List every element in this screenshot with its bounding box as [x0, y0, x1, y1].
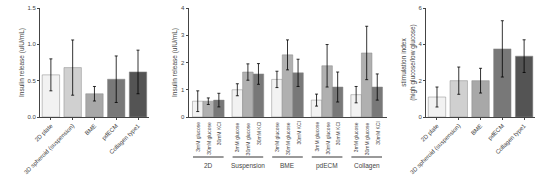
svg-text:1.5: 1.5 [27, 5, 36, 11]
svg-text:Insulin release (uIU/mL): Insulin release (uIU/mL) [171, 28, 179, 97]
svg-text:4: 4 [181, 5, 185, 11]
svg-text:pdECM: pdECM [487, 123, 505, 141]
svg-text:Suspension: Suspension [231, 162, 265, 170]
svg-text:pdECM: pdECM [101, 123, 119, 141]
svg-text:30mM KCl: 30mM KCl [335, 122, 341, 145]
svg-text:3mM glucose: 3mM glucose [314, 122, 320, 152]
svg-text:30mM KCl: 30mM KCl [296, 121, 302, 144]
svg-text:0: 0 [181, 114, 185, 120]
svg-text:3D spheroid (suspension): 3D spheroid (suspension) [23, 123, 76, 176]
svg-text:0.0: 0.0 [27, 114, 36, 120]
svg-text:BME: BME [470, 123, 483, 136]
svg-text:3mM glucose: 3mM glucose [195, 122, 201, 152]
svg-text:pdECM: pdECM [316, 162, 338, 170]
svg-text:30mM KCl: 30mM KCl [375, 121, 381, 144]
svg-text:1.0: 1.0 [27, 41, 36, 47]
svg-text:2D: 2D [204, 162, 213, 169]
svg-text:stimulation index(high glucose: stimulation index(high glucose/low gluco… [400, 24, 416, 101]
svg-text:2: 2 [181, 60, 185, 66]
svg-text:3mM glucose: 3mM glucose [234, 122, 240, 152]
svg-text:2: 2 [419, 78, 423, 84]
svg-text:2D plate: 2D plate [34, 122, 55, 143]
svg-text:3: 3 [181, 32, 185, 38]
svg-text:30mM KCl: 30mM KCl [256, 122, 262, 145]
svg-text:3D spheroid (suspension): 3D spheroid (suspension) [409, 123, 462, 176]
svg-text:BME: BME [280, 162, 295, 169]
svg-text:30mM glucose: 30mM glucose [206, 122, 212, 155]
svg-text:2D plate: 2D plate [420, 122, 441, 143]
svg-text:Collagen type1: Collagen type1 [108, 122, 141, 155]
svg-text:3mM glucose: 3mM glucose [274, 122, 280, 152]
svg-text:Collagen type1: Collagen type1 [494, 122, 527, 155]
svg-text:0: 0 [419, 114, 423, 120]
svg-text:0.5: 0.5 [27, 78, 36, 84]
svg-text:3mM glucose: 3mM glucose [353, 122, 359, 152]
svg-text:30mM glucose: 30mM glucose [285, 122, 291, 155]
svg-text:BME: BME [84, 123, 97, 136]
svg-text:30mM KCl: 30mM KCl [216, 122, 222, 145]
svg-text:4: 4 [419, 41, 423, 47]
svg-text:1: 1 [181, 87, 185, 93]
svg-text:Collagen: Collagen [354, 162, 380, 170]
svg-text:Insulin release (uIU/mL): Insulin release (uIU/mL) [18, 28, 26, 97]
svg-text:30mM glucose: 30mM glucose [364, 122, 370, 155]
svg-text:6: 6 [419, 5, 423, 11]
svg-text:30mM glucose: 30mM glucose [325, 122, 331, 155]
svg-text:30mM glucose: 30mM glucose [245, 123, 251, 156]
